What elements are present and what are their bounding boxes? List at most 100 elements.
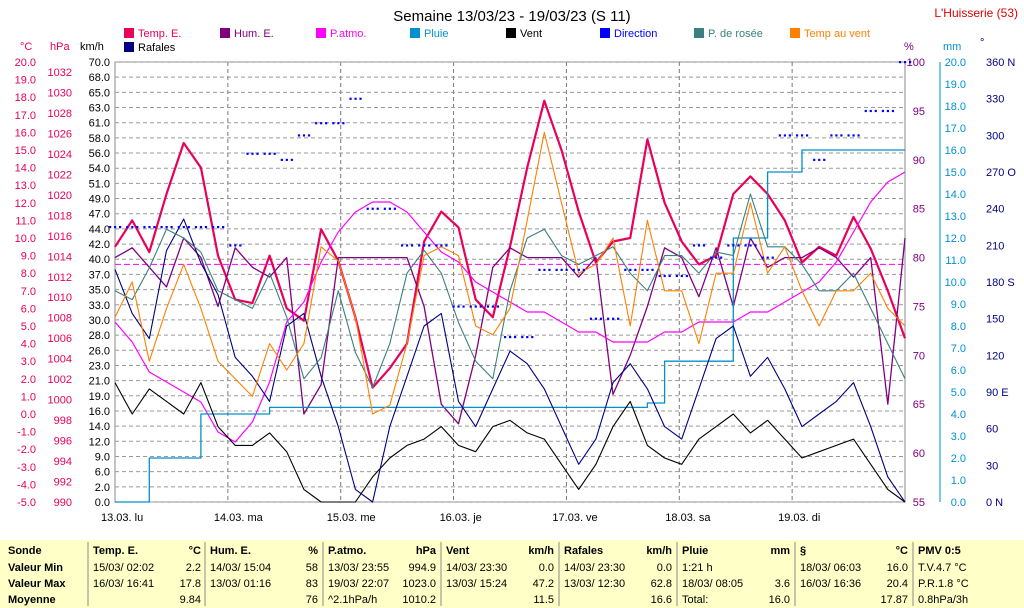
mm-tick-label: 10.0: [945, 277, 966, 289]
temp-tick-label: 9.0: [21, 251, 36, 263]
direction-point: [148, 226, 151, 229]
series-p-de-ros-e: [114, 193, 906, 389]
direction-point: [393, 207, 396, 210]
kmh-tick-label: 42.0: [89, 239, 110, 251]
hpa-tick-label: 1030: [48, 87, 72, 99]
legend-label: Pluie: [424, 28, 448, 40]
hum-tick-label: 60: [913, 448, 925, 460]
direction-point: [612, 317, 615, 320]
kmh-tick-label: 9.0: [95, 451, 110, 463]
footer-background: [0, 540, 1024, 608]
direction-point: [119, 226, 122, 229]
direction-point: [388, 207, 391, 210]
axis-unit-label: °C: [20, 41, 32, 53]
footer-cell: 0.8hPa/3h: [918, 594, 968, 606]
direction-point: [783, 134, 786, 137]
hpa-tick-label: 1010: [48, 292, 72, 304]
direction-point: [830, 134, 833, 137]
hpa-tick-label: 996: [54, 436, 72, 448]
direction-point: [651, 268, 654, 271]
footer-cell: P.R.1.8 °C: [918, 578, 969, 590]
direction-point: [663, 274, 666, 278]
direction-point: [371, 207, 374, 210]
mm-tick-label: 20.0: [945, 57, 966, 69]
footer-cell: 16/03/ 16:41: [93, 578, 154, 590]
direction-point: [182, 226, 185, 229]
footer-cell: PMV 0:5: [918, 545, 961, 557]
direction-point: [594, 317, 598, 320]
direction-point: [234, 244, 237, 247]
mm-tick-label: 18.0: [945, 101, 966, 113]
hum-tick-label: 70: [913, 350, 925, 362]
direction-point: [486, 305, 490, 308]
footer-cell: T.V.4.7 °C: [918, 562, 967, 574]
direction-point: [256, 152, 259, 155]
hpa-tick-label: 998: [54, 415, 72, 427]
temp-tick-label: 5.0: [21, 321, 36, 333]
direction-point: [754, 244, 757, 247]
direction-point: [268, 152, 271, 155]
hum-tick-label: 85: [913, 204, 925, 216]
direction-point: [634, 268, 637, 271]
direction-point: [899, 61, 902, 64]
direction-point: [136, 226, 139, 229]
direction-point: [646, 268, 649, 271]
direction-point: [177, 226, 180, 229]
direction-point: [864, 109, 867, 113]
direction-point: [543, 268, 546, 271]
deg-tick-label: 240: [986, 204, 1004, 216]
weather-chart: 13.03. lu 14.03. ma 15.03. me 16.03. je 17.0…: [15, 6, 1018, 524]
direction-point: [572, 268, 575, 271]
direction-point: [805, 134, 809, 137]
temp-tick-label: 19.0: [15, 75, 36, 87]
direction-point: [285, 158, 288, 161]
temp-tick-label: 12.0: [15, 198, 36, 210]
direction-point: [835, 134, 838, 137]
direction-point: [771, 256, 774, 259]
direction-point: [280, 158, 283, 161]
direction-point: [504, 336, 507, 339]
footer-cell: 18/03/ 06:03: [800, 562, 861, 574]
direction-point: [143, 226, 146, 229]
direction-point: [761, 256, 764, 259]
hpa-tick-label: 994: [54, 456, 72, 468]
hpa-tick-label: 1020: [48, 190, 72, 202]
direction-point: [423, 244, 426, 247]
mm-tick-label: 19.0: [945, 79, 966, 91]
temp-tick-label: 3.0: [21, 356, 36, 368]
direction-point: [692, 244, 696, 247]
footer-cell: 3.6: [775, 578, 790, 590]
direction-point: [239, 244, 242, 247]
deg-tick-label: 300: [986, 130, 1004, 142]
direction-point: [452, 305, 455, 308]
footer-cell: 20.4: [887, 578, 908, 590]
direction-point: [715, 256, 718, 259]
legend-label: Temp. E.: [138, 28, 181, 40]
direction-point: [315, 122, 318, 125]
direction-point: [418, 244, 421, 247]
kmh-tick-label: 30.0: [89, 315, 110, 327]
direction-point: [400, 244, 404, 247]
kmh-tick-label: 35.0: [89, 285, 110, 297]
hpa-tick-label: 1028: [48, 108, 72, 120]
footer-cell: §: [800, 545, 806, 557]
direction-point: [435, 244, 438, 247]
kmh-tick-label: 21.0: [89, 376, 110, 388]
x-tick-label: 19.03. di: [778, 512, 820, 524]
legend-swatch: [600, 28, 610, 38]
direction-point: [199, 226, 203, 229]
direction-point: [212, 226, 215, 229]
hpa-tick-label: 1002: [48, 374, 72, 386]
deg-tick-label: 360 N: [986, 57, 1015, 69]
axis-unit-label: mm: [943, 41, 961, 53]
direction-point: [624, 268, 627, 271]
footer-cell: Vent: [446, 545, 470, 557]
footer-cell: hPa: [416, 545, 437, 557]
direction-point: [126, 226, 129, 229]
direction-point: [641, 268, 644, 271]
footer-cell: 18/03/ 08:05: [682, 578, 743, 590]
footer-cell: 994.9: [408, 562, 436, 574]
kmh-tick-label: 68.0: [89, 72, 110, 84]
hum-tick-label: 90: [913, 155, 925, 167]
